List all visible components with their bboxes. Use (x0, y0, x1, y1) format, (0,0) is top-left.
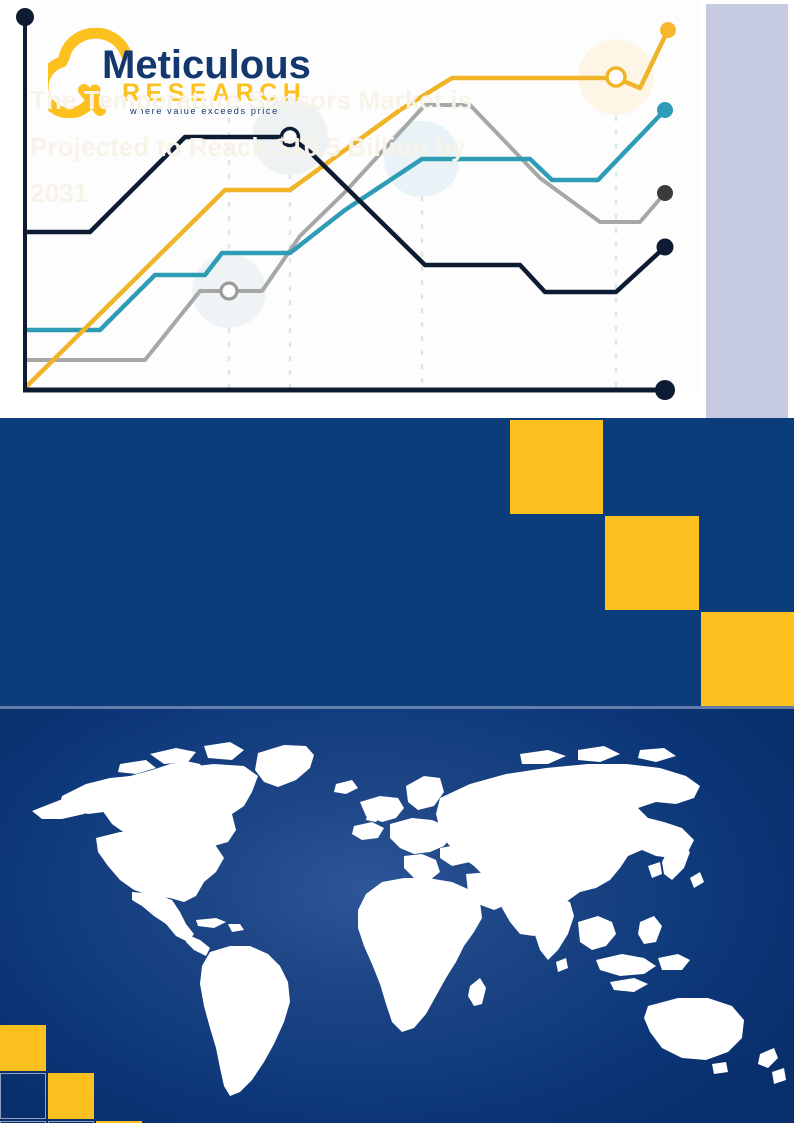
series-line-teal (22, 107, 668, 333)
checker-cell (510, 420, 604, 514)
logo-tagline: where value exceeds price (129, 106, 279, 116)
series-line-navy (22, 134, 668, 295)
trend-line-chart (16, 0, 700, 400)
series-line-gray (23, 103, 667, 362)
chart-ring-markers (219, 66, 627, 301)
checker-cell (605, 516, 699, 610)
right-accent-panel (706, 4, 788, 418)
stair-square-outline (0, 1073, 46, 1119)
chart-band: Meticulous RESEARCH where value exceeds … (0, 0, 794, 418)
y-axis-top-dot (16, 8, 34, 26)
checker-grid (510, 420, 794, 706)
series-line-yellow (22, 27, 671, 391)
map-top-divider (0, 706, 794, 709)
checker-cell (605, 420, 699, 514)
map-landmasses (32, 742, 786, 1096)
series-endpoint-navy (656, 238, 674, 256)
stair-square (0, 1025, 46, 1071)
series-endpoint-teal (657, 102, 673, 118)
stair-square-outline (48, 1121, 94, 1123)
stair-square (96, 1121, 142, 1123)
logo-word-secondary: RESEARCH (122, 79, 306, 107)
world-map-band (0, 706, 794, 1123)
logo-word-primary: Meticulous (102, 43, 311, 87)
checker-cell (700, 516, 794, 610)
stair-squares (0, 1025, 146, 1123)
checker-cell (510, 612, 604, 706)
stair-square-outline (0, 1121, 46, 1123)
world-map (32, 742, 786, 1096)
page-title: The Temperature Sensors Market is Projec… (30, 85, 473, 208)
x-axis-right-dot (655, 380, 675, 400)
checker-cell (510, 516, 604, 610)
meticulous-research-logo[interactable]: Meticulous RESEARCH where value exceeds … (48, 28, 313, 118)
checker-cell (700, 420, 794, 514)
checker-cell (605, 612, 699, 706)
series-endpoint-yellow (660, 22, 676, 38)
logo-artwork: Meticulous RESEARCH where value exceeds … (48, 28, 311, 118)
stair-square (48, 1073, 94, 1119)
series-endpoint-gray (657, 185, 673, 201)
checker-cell (700, 612, 794, 706)
